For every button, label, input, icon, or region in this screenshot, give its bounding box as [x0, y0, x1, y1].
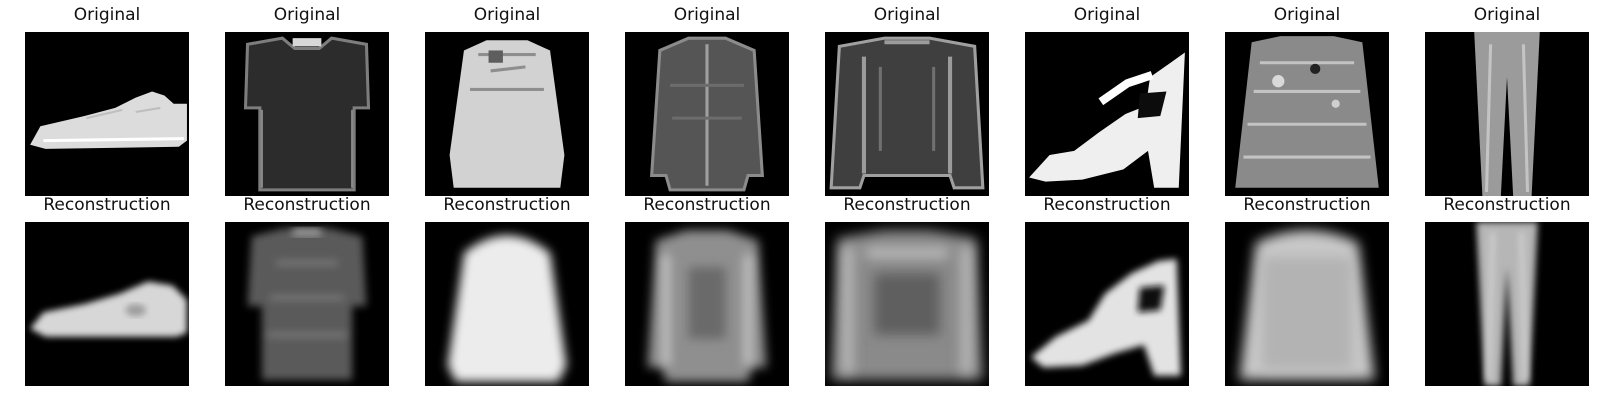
reconstruction-pullover-image	[425, 222, 589, 386]
original-tshirt-image	[225, 32, 389, 196]
reconstruction-sneaker-image	[25, 222, 189, 386]
reconstruction-title: Reconstruction	[843, 195, 971, 215]
reconstruction-panel-3: Reconstruction	[425, 193, 589, 386]
original-title: Original	[873, 5, 941, 25]
reconstruction-trouser-image	[1425, 222, 1589, 386]
reconstruction-panel-1: Reconstruction	[25, 193, 189, 386]
original-shirt-image	[625, 32, 789, 196]
original-title: Original	[73, 5, 141, 25]
reconstruction-coat-image	[825, 222, 989, 386]
reconstruction-title: Reconstruction	[1243, 195, 1371, 215]
reconstruction-panel-2: Reconstruction	[225, 193, 389, 386]
original-panel-2: Original	[225, 3, 389, 196]
original-panel-4: Original	[625, 3, 789, 196]
original-sneaker-image	[25, 32, 189, 196]
original-panel-8: Original	[1425, 3, 1589, 196]
reconstruction-title: Reconstruction	[643, 195, 771, 215]
reconstruction-panel-5: Reconstruction	[825, 193, 989, 386]
original-trouser-image	[1425, 32, 1589, 196]
original-pullover-image	[425, 32, 589, 196]
reconstruction-shirt-image	[625, 222, 789, 386]
reconstruction-panel-8: Reconstruction	[1425, 193, 1589, 386]
reconstruction-tshirt-image	[225, 222, 389, 386]
original-title: Original	[273, 5, 341, 25]
original-title: Original	[673, 5, 741, 25]
original-pullover-pattern-image	[1225, 32, 1389, 196]
original-panel-7: Original	[1225, 3, 1389, 196]
original-sandal-image	[1025, 32, 1189, 196]
reconstruction-panel-6: Reconstruction	[1025, 193, 1189, 386]
original-panel-1: Original	[25, 3, 189, 196]
original-title: Original	[1273, 5, 1341, 25]
reconstruction-panel-7: Reconstruction	[1225, 193, 1389, 386]
reconstruction-title: Reconstruction	[1443, 195, 1571, 215]
reconstruction-title: Reconstruction	[243, 195, 371, 215]
original-title: Original	[1073, 5, 1141, 25]
original-panel-6: Original	[1025, 3, 1189, 196]
reconstruction-pullover-pattern-image	[1225, 222, 1389, 386]
reconstruction-panel-4: Reconstruction	[625, 193, 789, 386]
original-panel-5: Original	[825, 3, 989, 196]
reconstruction-title: Reconstruction	[1043, 195, 1171, 215]
original-coat-image	[825, 32, 989, 196]
original-panel-3: Original	[425, 3, 589, 196]
original-title: Original	[473, 5, 541, 25]
reconstruction-title: Reconstruction	[43, 195, 171, 215]
original-title: Original	[1473, 5, 1541, 25]
reconstruction-title: Reconstruction	[443, 195, 571, 215]
reconstruction-sandal-image	[1025, 222, 1189, 386]
